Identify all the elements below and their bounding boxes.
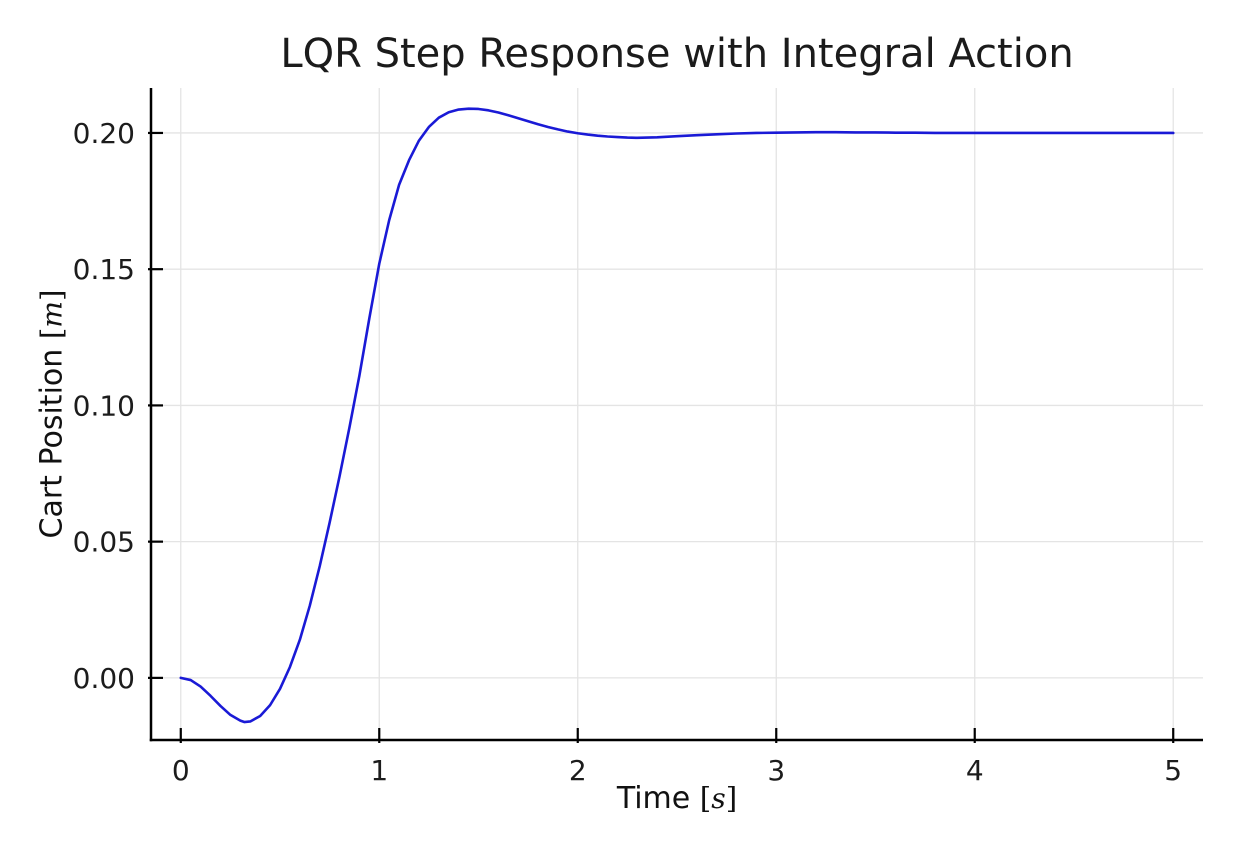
x-tick-label: 2 — [569, 754, 587, 787]
y-tick-label: 0.00 — [73, 662, 135, 695]
y-axis-label-close-bracket: ] — [34, 289, 69, 301]
x-tick-labels: 0 1 2 3 4 5 — [172, 754, 1182, 787]
axes — [149, 88, 1203, 742]
y-axis-label-text: Cart Position — [34, 348, 70, 539]
y-tick-label: 0.15 — [73, 253, 135, 286]
x-tick-label: 4 — [966, 754, 984, 787]
chart-title: LQR Step Response with Integral Action — [280, 31, 1074, 77]
x-tick-label: 0 — [172, 754, 190, 787]
x-axis-label-unit: s — [711, 782, 726, 815]
gridlines — [151, 88, 1203, 740]
x-axis-label: Time [s] — [151, 781, 1203, 816]
y-axis-label-open-bracket: [ — [34, 327, 69, 340]
y-axis-label-unit: m — [35, 300, 69, 328]
x-axis-label-close-bracket: ] — [725, 781, 738, 815]
y-tick-label: 0.10 — [73, 389, 135, 422]
x-axis-label-open-bracket: [ — [699, 781, 712, 815]
series-line-cart-position — [179, 107, 1175, 724]
x-tick-label: 1 — [370, 754, 388, 787]
x-axis-label-text: Time — [616, 781, 691, 816]
tick-marks — [148, 131, 1175, 743]
y-tick-labels: 0.00 0.05 0.10 0.15 0.20 — [73, 117, 135, 695]
y-tick-label: 0.05 — [73, 526, 135, 559]
y-tick-label: 0.20 — [73, 117, 135, 150]
x-tick-label: 5 — [1164, 754, 1182, 787]
y-axis-label: Cart Position [m] — [35, 290, 70, 539]
x-tick-label: 3 — [767, 754, 785, 787]
